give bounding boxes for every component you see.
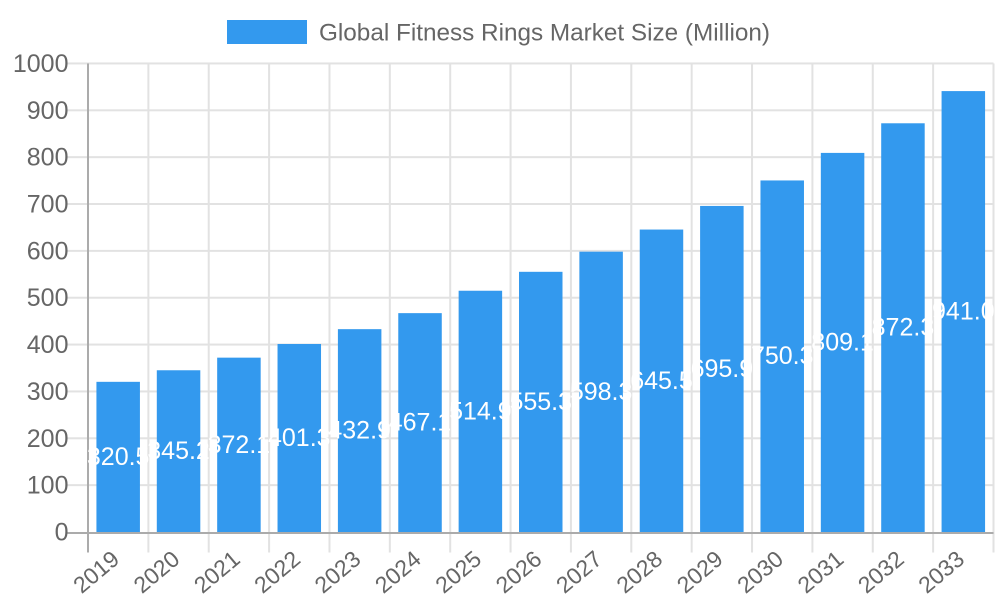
svg-text:200: 200	[27, 425, 69, 453]
svg-text:0: 0	[55, 519, 69, 547]
svg-text:800: 800	[27, 144, 69, 172]
svg-text:700: 700	[27, 191, 69, 219]
svg-text:400: 400	[27, 331, 69, 359]
svg-text:320.5: 320.5	[87, 443, 150, 471]
svg-text:467.1: 467.1	[389, 409, 452, 437]
svg-text:300: 300	[27, 378, 69, 406]
svg-text:809.1: 809.1	[811, 328, 874, 356]
svg-text:695.9: 695.9	[691, 355, 754, 383]
svg-text:645.5: 645.5	[630, 367, 693, 395]
svg-text:100: 100	[27, 472, 69, 500]
svg-text:345.2: 345.2	[147, 437, 210, 465]
svg-text:555.3: 555.3	[509, 388, 572, 416]
svg-text:372.1: 372.1	[208, 431, 271, 459]
svg-text:401.3: 401.3	[268, 424, 331, 452]
svg-text:432.9: 432.9	[328, 417, 391, 445]
svg-text:872.3: 872.3	[872, 314, 935, 342]
svg-text:Global Fitness Rings Market Si: Global Fitness Rings Market Size (Millio…	[319, 20, 770, 47]
svg-text:1000: 1000	[13, 50, 69, 78]
svg-text:941.0: 941.0	[932, 298, 995, 326]
svg-text:500: 500	[27, 284, 69, 312]
svg-text:900: 900	[27, 97, 69, 125]
svg-text:750.3: 750.3	[751, 342, 814, 370]
svg-text:600: 600	[27, 237, 69, 265]
svg-text:598.3: 598.3	[570, 378, 633, 406]
svg-text:514.9: 514.9	[449, 397, 512, 425]
